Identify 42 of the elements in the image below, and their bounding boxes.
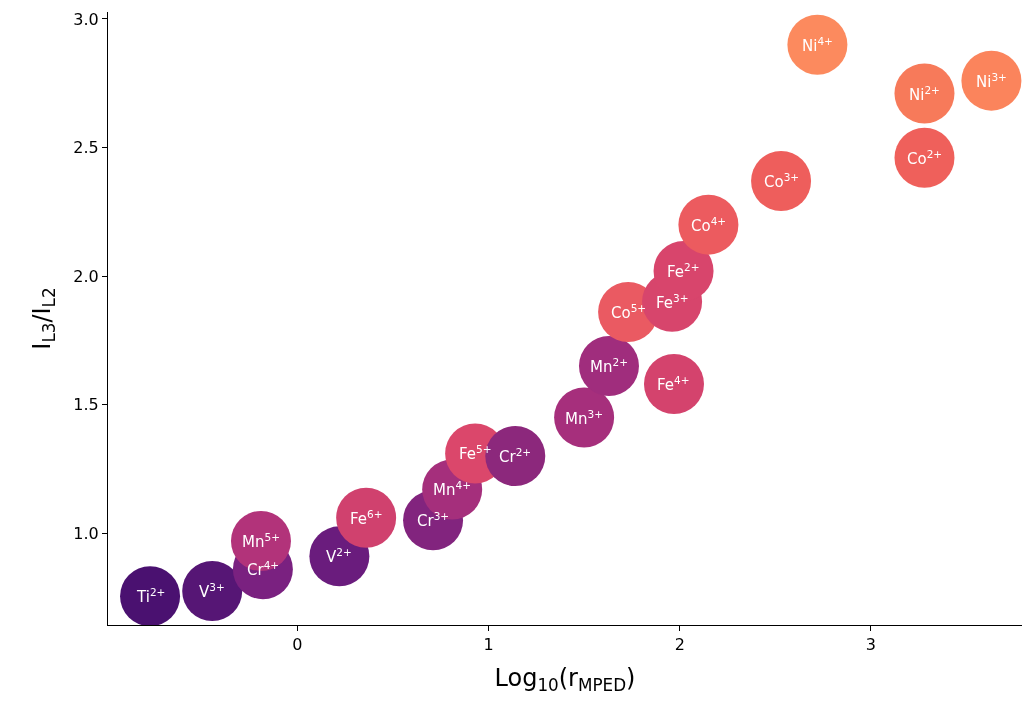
y-tick-label: 3.0 — [73, 9, 99, 29]
x-tick-label: 1 — [483, 635, 494, 655]
point — [894, 63, 955, 124]
annotation: Ni$^{3+}$ — [976, 71, 1007, 92]
annotation: Fe$^{3+}$ — [656, 292, 689, 313]
annotation: V$^{3+}$ — [199, 581, 225, 602]
point — [961, 50, 1022, 111]
annotation: Co$^{3+}$ — [764, 171, 800, 192]
annotation: Ni$^{4+}$ — [802, 35, 833, 56]
annotation: Cr$^{2+}$ — [499, 446, 532, 467]
annotation: Ni$^{2+}$ — [909, 84, 940, 105]
y-tick-label: 1.0 — [73, 523, 99, 543]
point — [182, 561, 243, 622]
annotation: V$^{2+}$ — [326, 546, 352, 567]
annotation: Fe$^{6+}$ — [350, 508, 383, 529]
x-tick-label: 2 — [674, 635, 685, 655]
annotation: Fe$^{5+}$ — [459, 443, 492, 464]
point — [787, 14, 848, 75]
annotation: Mn$^{4+}$ — [433, 479, 471, 500]
x-tick-label: 3 — [865, 635, 877, 655]
annotation: Mn$^{5+}$ — [242, 531, 280, 552]
y-tick-label: 2.5 — [73, 138, 99, 158]
annotation: Mn$^{3+}$ — [565, 408, 603, 429]
y-tick-label: 2.0 — [73, 266, 99, 286]
annotation: Fe$^{4+}$ — [657, 374, 690, 395]
x-tick-label: 0 — [292, 635, 303, 655]
annotation: Cr$^{4+}$ — [247, 559, 280, 580]
annotation: Mn$^{2+}$ — [590, 356, 628, 377]
point — [751, 150, 812, 211]
point — [336, 487, 397, 548]
x-axis-title: Log$_{10}$(r$_{MPED}$) — [494, 663, 636, 695]
annotation: Fe$^{2+}$ — [667, 261, 700, 282]
point — [644, 354, 704, 415]
annotation: Ti$^{2+}$ — [136, 586, 166, 607]
point — [894, 127, 955, 188]
annotation: Co$^{4+}$ — [691, 215, 727, 236]
annotation: Cr$^{3+}$ — [417, 510, 450, 531]
annotation: Co$^{2+}$ — [907, 148, 943, 169]
y-tick-label: 1.5 — [73, 395, 99, 415]
point — [120, 566, 181, 625]
point — [678, 194, 739, 255]
annotation: Co$^{5+}$ — [611, 302, 647, 323]
